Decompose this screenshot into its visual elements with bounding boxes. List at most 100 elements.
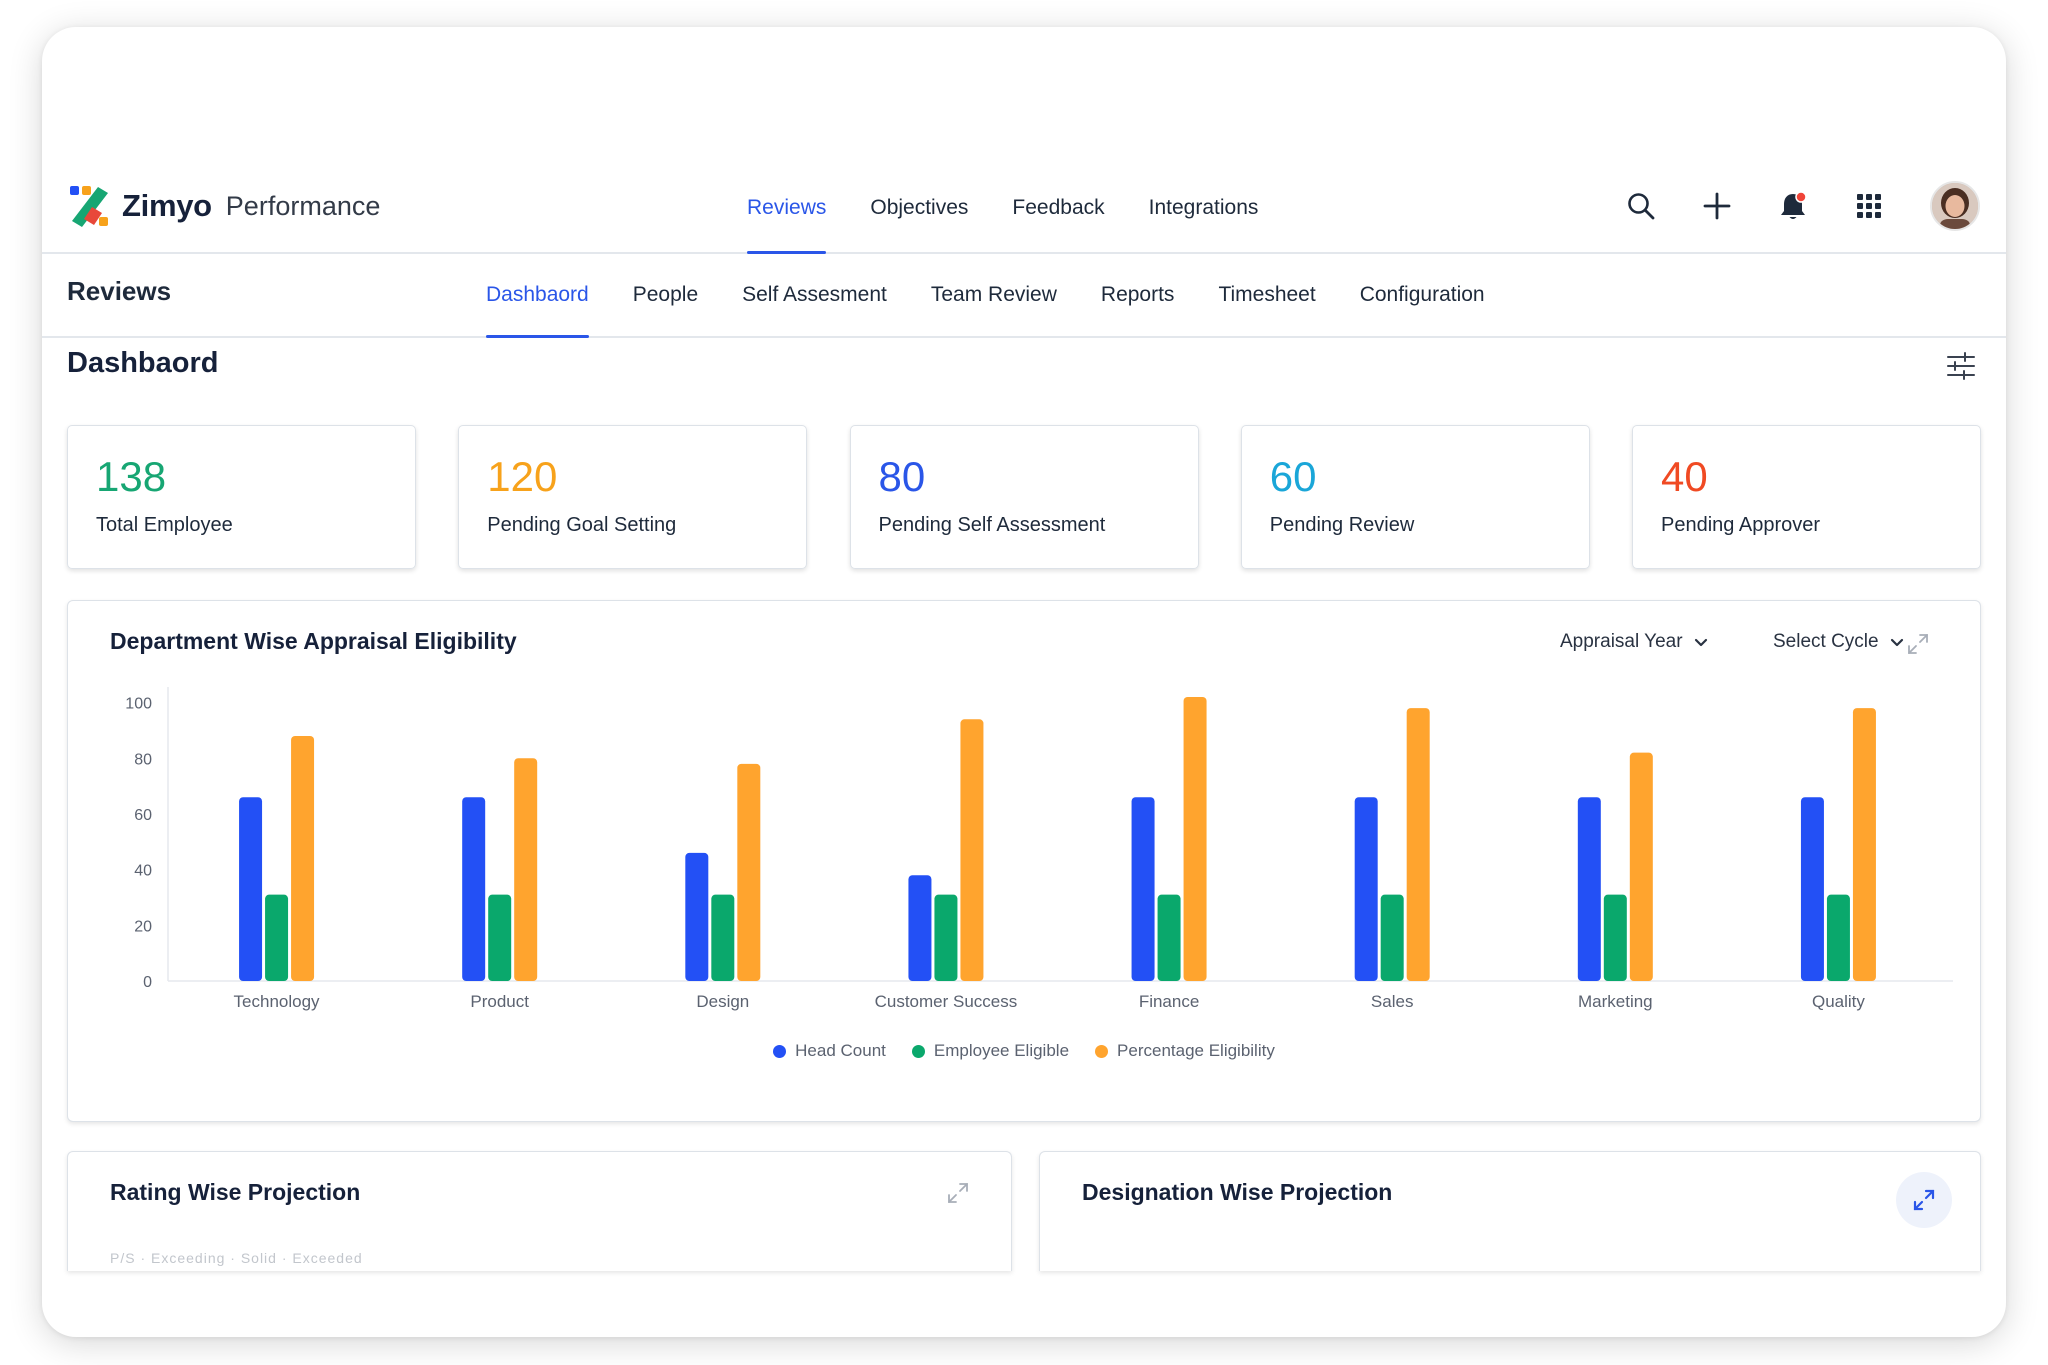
chevron-down-icon (1694, 638, 1707, 647)
bar-employee-eligible (1157, 894, 1181, 981)
tab-timesheet[interactable]: Timesheet (1218, 283, 1316, 306)
expand-icon[interactable] (1896, 1172, 1952, 1228)
stat-value: 120 (487, 453, 558, 500)
bar-head-count (908, 875, 932, 981)
y-tick-label: 100 (125, 696, 152, 713)
chart-legend: Head Count Employee Eligible Percentage … (68, 1041, 1980, 1061)
y-tick-label: 40 (134, 863, 152, 880)
appraisal-year-dropdown[interactable]: Appraisal Year (1560, 631, 1709, 653)
apps-grid-icon[interactable] (1846, 183, 1892, 229)
zimyo-logo-icon (70, 186, 108, 227)
expand-icon[interactable] (943, 1178, 973, 1208)
y-tick-label: 20 (134, 918, 152, 935)
bar-percentage-eligibility (1852, 708, 1876, 981)
stat-value: 138 (96, 453, 167, 500)
app-window: Zimyo Performance Reviews Objectives Fee… (42, 27, 2006, 1337)
department-bar-chart: 0 20 40 60 80 100 Technology Product Design Custo… (125, 687, 1953, 1011)
user-avatar-icon (1932, 183, 1978, 229)
stat-label: Pending Review (1269, 514, 1415, 536)
chevron-down-icon (1890, 638, 1903, 647)
designation-projection-panel: Designation Wise Projection (1039, 1151, 1981, 1271)
rating-legend-faint: P/S · Exceeding · Solid · Exceeded (110, 1250, 363, 1266)
section-title: Reviews (67, 276, 172, 306)
plus-icon[interactable] (1694, 183, 1740, 229)
tab-reviews[interactable]: Reviews (747, 155, 827, 254)
avatar[interactable] (1930, 181, 1980, 231)
x-tick-label: Technology (234, 992, 321, 1011)
logo[interactable]: Zimyo Performance (68, 183, 380, 229)
top-icons (1588, 181, 1980, 231)
product-name: Performance (225, 190, 381, 221)
bar-employee-eligible (1603, 894, 1627, 981)
bar-percentage-eligibility (1406, 708, 1430, 981)
panel-title: Rating Wise Projection (110, 1179, 361, 1205)
bar-employee-eligible (711, 894, 735, 981)
page-title: Dashbaord (67, 347, 219, 379)
bar-employee-eligible (934, 894, 958, 981)
bar-head-count (462, 797, 486, 981)
stat-value: 80 (878, 453, 926, 500)
stat-card-pending-self-assessment[interactable]: 80 Pending Self Assessment (849, 425, 1199, 569)
bar-percentage-eligibility (291, 735, 315, 981)
bar-head-count (685, 852, 709, 981)
bar-head-count (1577, 797, 1601, 981)
tab-self-assessment[interactable]: Self Assesment (742, 283, 887, 306)
top-tabs: Reviews Objectives Feedback Integrations (747, 155, 1302, 254)
x-tick-label: Marketing (1578, 992, 1653, 1011)
stat-card-pending-review[interactable]: 60 Pending Review (1240, 425, 1590, 569)
top-navbar: Zimyo Performance Reviews Objectives Fee… (42, 155, 2006, 254)
x-tick-label: Finance (1139, 992, 1199, 1011)
bell-icon[interactable] (1770, 183, 1816, 229)
legend-label: Percentage Eligibility (1117, 1041, 1275, 1060)
tab-configuration[interactable]: Configuration (1359, 283, 1485, 306)
bar-percentage-eligibility (960, 719, 984, 981)
brand-name: Zimyo (122, 188, 212, 223)
dropdown-label: Appraisal Year (1560, 631, 1683, 652)
legend-label: Head Count (795, 1041, 886, 1060)
legend-item-employee-eligible[interactable]: Employee Eligible (911, 1041, 1069, 1061)
sub-navbar: Reviews Dashbaord People Self Assesment … (42, 254, 2006, 338)
tab-objectives[interactable]: Objectives (870, 196, 969, 219)
search-icon[interactable] (1618, 183, 1664, 229)
bar-employee-eligible (265, 894, 289, 981)
y-tick-label: 80 (134, 751, 152, 768)
tab-integrations[interactable]: Integrations (1148, 196, 1259, 219)
bar-employee-eligible (488, 894, 512, 981)
stat-card-pending-goal-setting[interactable]: 120 Pending Goal Setting (458, 425, 808, 569)
select-cycle-dropdown[interactable]: Select Cycle (1773, 631, 1905, 653)
stat-label: Pending Self Assessment (878, 514, 1106, 536)
bar-percentage-eligibility (1183, 697, 1207, 981)
dropdown-label: Select Cycle (1773, 631, 1879, 652)
stat-label: Pending Approver (1661, 514, 1821, 536)
bar-percentage-eligibility (737, 763, 761, 981)
bar-head-count (1354, 797, 1378, 981)
tab-people[interactable]: People (632, 283, 699, 306)
stat-cards: 138 Total Employee 120 Pending Goal Sett… (67, 425, 1981, 571)
x-tick-label: Quality (1812, 992, 1865, 1011)
x-tick-label: Customer Success (875, 992, 1018, 1011)
tab-feedback[interactable]: Feedback (1012, 196, 1105, 219)
bar-head-count (239, 797, 263, 981)
x-tick-label: Design (696, 992, 749, 1011)
panel-title: Designation Wise Projection (1082, 1179, 1393, 1205)
stat-value: 60 (1269, 453, 1317, 500)
bar-head-count (1800, 797, 1824, 981)
stat-value: 40 (1661, 453, 1708, 500)
tab-reports[interactable]: Reports (1100, 283, 1175, 306)
expand-icon[interactable] (1903, 629, 1933, 659)
tab-team-review[interactable]: Team Review (930, 283, 1057, 306)
legend-item-head-count[interactable]: Head Count (773, 1041, 886, 1061)
stat-card-total-employee[interactable]: 138 Total Employee (67, 425, 416, 569)
panel-title: Department Wise Appraisal Eligibility (110, 628, 517, 654)
tab-dashboard[interactable]: Dashbaord (486, 254, 589, 338)
filter-settings-icon[interactable] (1944, 349, 1978, 383)
legend-item-percentage-eligibility[interactable]: Percentage Eligibility (1095, 1041, 1275, 1061)
legend-dot (911, 1044, 925, 1058)
bar-head-count (1131, 797, 1155, 981)
legend-dot (773, 1044, 787, 1058)
sub-tabs: Dashbaord People Self Assesment Team Rev… (486, 254, 1529, 338)
stat-card-pending-approver[interactable]: 40 Pending Approver (1632, 425, 1981, 569)
bar-employee-eligible (1826, 894, 1850, 981)
bar-employee-eligible (1380, 894, 1404, 981)
bar-percentage-eligibility (1629, 752, 1653, 981)
